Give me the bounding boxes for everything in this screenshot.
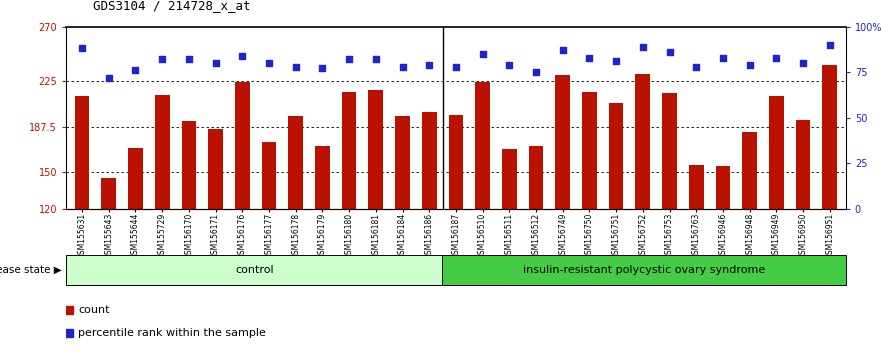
Bar <box>66 255 442 285</box>
Point <box>716 55 730 61</box>
Bar <box>368 90 383 354</box>
Bar <box>155 95 169 354</box>
Bar <box>609 103 624 354</box>
Point <box>75 46 89 51</box>
Bar <box>743 132 757 354</box>
Bar <box>502 149 516 354</box>
Bar <box>555 75 570 354</box>
Bar <box>448 115 463 354</box>
Bar <box>342 92 357 354</box>
Text: percentile rank within the sample: percentile rank within the sample <box>78 328 266 338</box>
Bar <box>315 145 329 354</box>
Point <box>663 49 677 55</box>
Bar <box>396 116 410 354</box>
Point <box>529 69 543 75</box>
Bar <box>796 120 811 354</box>
Bar <box>75 96 90 354</box>
Point <box>342 57 356 62</box>
Point <box>262 60 276 66</box>
Text: GDS3104 / 214728_x_at: GDS3104 / 214728_x_at <box>93 0 250 12</box>
Bar <box>475 82 490 354</box>
Point <box>476 51 490 57</box>
Bar <box>181 121 196 354</box>
Bar <box>822 65 837 354</box>
Bar <box>769 96 784 354</box>
Point <box>369 57 383 62</box>
Point <box>556 47 570 53</box>
Point <box>315 65 329 71</box>
Bar <box>635 74 650 354</box>
Point <box>129 68 143 73</box>
Point <box>636 44 650 50</box>
Bar <box>208 129 223 354</box>
Bar <box>262 142 277 354</box>
Bar <box>582 92 596 354</box>
Text: disease state ▶: disease state ▶ <box>0 265 62 275</box>
Bar <box>128 148 143 354</box>
Text: control: control <box>235 265 274 275</box>
Bar <box>689 165 704 354</box>
Bar <box>422 112 437 354</box>
Bar <box>442 255 846 285</box>
Point <box>181 57 196 62</box>
Point <box>396 64 410 69</box>
Point <box>422 62 436 68</box>
Bar <box>715 166 730 354</box>
Point <box>209 60 223 66</box>
Point <box>235 53 249 58</box>
Point <box>796 60 811 66</box>
Point <box>289 64 303 69</box>
Point <box>689 64 703 69</box>
Bar <box>235 82 249 354</box>
Point <box>582 55 596 61</box>
Bar <box>529 145 544 354</box>
Point <box>769 55 783 61</box>
Point <box>155 57 169 62</box>
Point <box>743 62 757 68</box>
Point <box>448 64 463 69</box>
Bar <box>663 93 677 354</box>
Text: count: count <box>78 305 110 315</box>
Bar <box>288 116 303 354</box>
Point <box>101 75 115 80</box>
Point <box>502 62 516 68</box>
Point <box>823 42 837 48</box>
Text: insulin-resistant polycystic ovary syndrome: insulin-resistant polycystic ovary syndr… <box>523 265 766 275</box>
Point <box>609 58 623 64</box>
Bar <box>101 178 116 354</box>
